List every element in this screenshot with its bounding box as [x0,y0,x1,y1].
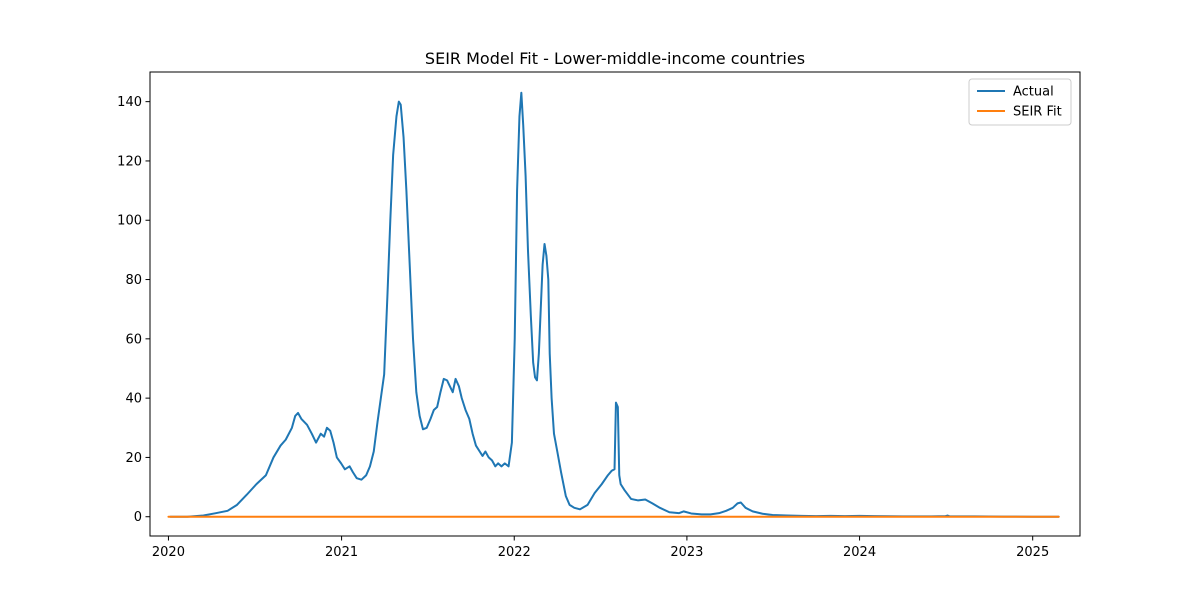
y-tick-label: 80 [125,273,142,288]
x-tick-label: 2022 [498,545,531,560]
y-tick-label: 120 [117,154,142,169]
chart-title: SEIR Model Fit - Lower-middle-income cou… [425,49,805,68]
y-tick-label: 140 [117,95,142,110]
series-line-actual [169,91,1060,518]
x-tick-label: 2025 [1016,545,1049,560]
legend: Actual SEIR Fit [968,78,1072,126]
legend-label: SEIR Fit [1013,105,1062,120]
x-tick-label: 2023 [670,545,703,560]
series-layer [167,91,1060,518]
y-tick-label: 40 [125,392,142,407]
x-tick-label: 2020 [152,545,185,560]
y-axis: 0 20 40 60 80 100 120 140 [117,95,150,525]
x-tick-label: 2021 [325,545,358,560]
plot-frame [149,71,1081,537]
y-tick-label: 0 [134,510,142,525]
legend-label: Actual [1013,85,1054,100]
y-tick-label: 100 [117,214,142,229]
x-tick-label: 2024 [843,545,876,560]
y-tick-label: 60 [125,332,142,347]
y-tick-label: 20 [125,451,142,466]
x-axis: 2020 2021 2022 2023 2024 2025 [152,536,1049,560]
